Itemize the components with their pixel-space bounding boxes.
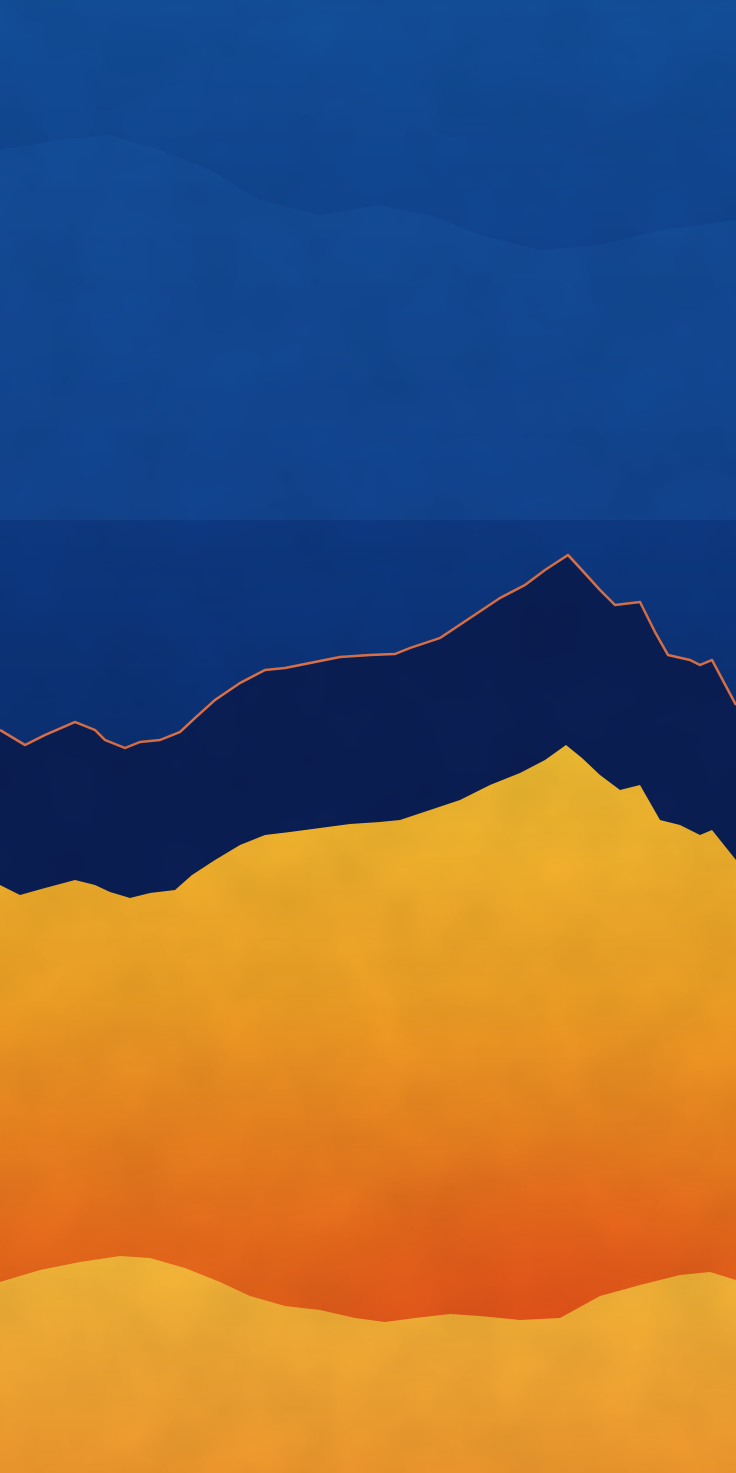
grain-texture [0,0,736,1473]
mountain-landscape [0,0,736,1473]
